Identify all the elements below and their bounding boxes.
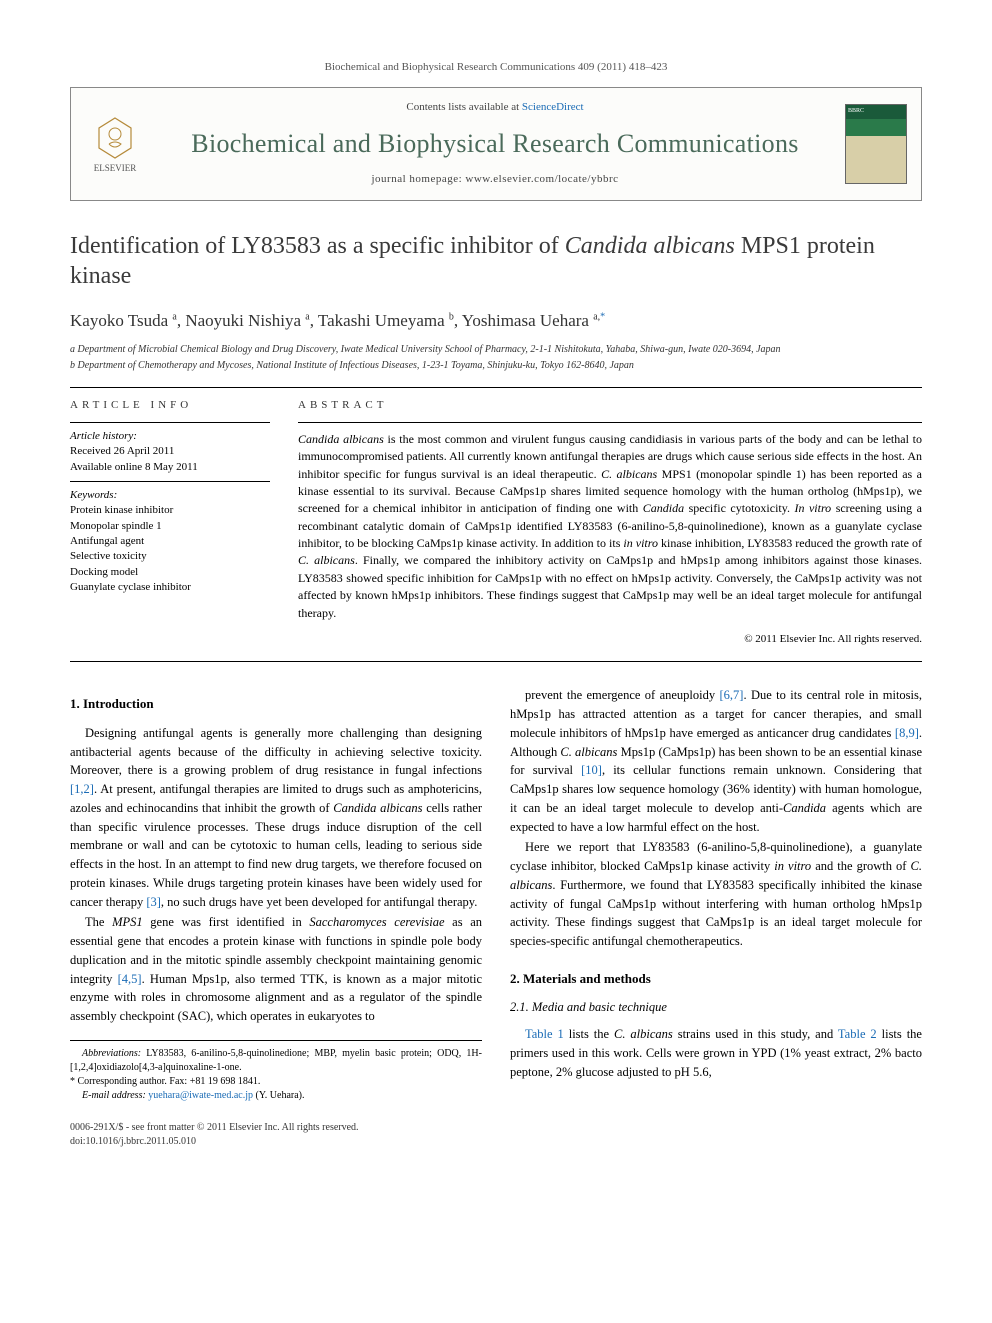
abstract-column: ABSTRACT Candida albicans is the most co… (298, 398, 922, 647)
article-info-heading: ARTICLE INFO (70, 398, 270, 413)
abstract-text: Candida albicans is the most common and … (298, 431, 922, 622)
methods-paragraph-1: Table 1 lists the C. albicans strains us… (510, 1025, 922, 1081)
page-footer: 0006-291X/$ - see front matter © 2011 El… (70, 1121, 922, 1149)
keyword-item: Docking model (70, 565, 270, 580)
email-suffix: (Y. Uehara). (253, 1090, 304, 1101)
journal-header: ELSEVIER Contents lists available at Sci… (70, 87, 922, 200)
history-label: Article history: (70, 429, 270, 444)
intro-paragraph-3: prevent the emergence of aneuploidy [6,7… (510, 686, 922, 836)
journal-cover-thumbnail: BBRC (845, 104, 907, 184)
keyword-item: Selective toxicity (70, 549, 270, 564)
keyword-item: Guanylate cyclase inhibitor (70, 580, 270, 595)
intro-paragraph-1: Designing antifungal agents is generally… (70, 724, 482, 912)
journal-homepage: journal homepage: www.elsevier.com/locat… (159, 172, 831, 187)
divider (70, 387, 922, 388)
article-info-column: ARTICLE INFO Article history: Received 2… (70, 398, 270, 647)
sciencedirect-link[interactable]: ScienceDirect (522, 101, 584, 113)
corresponding-author: * Corresponding author. Fax: +81 19 698 … (70, 1075, 482, 1089)
abbrev-label: Abbreviations: (82, 1048, 141, 1059)
doi-line: doi:10.1016/j.bbrc.2011.05.010 (70, 1135, 922, 1149)
contents-available: Contents lists available at ScienceDirec… (159, 100, 831, 115)
divider (70, 661, 922, 662)
online-date: Available online 8 May 2011 (70, 460, 270, 475)
methods-subheading: 2.1. Media and basic technique (510, 998, 922, 1017)
footnotes: Abbreviations: LY83583, 6-anilino-5,8-qu… (70, 1040, 482, 1103)
article-title: Identification of LY83583 as a specific … (70, 231, 922, 291)
keyword-item: Protein kinase inhibitor (70, 503, 270, 518)
methods-heading: 2. Materials and methods (510, 969, 922, 989)
received-date: Received 26 April 2011 (70, 444, 270, 459)
copyright-line: © 2011 Elsevier Inc. All rights reserved… (298, 632, 922, 647)
publisher-name: ELSEVIER (94, 162, 137, 175)
journal-title: Biochemical and Biophysical Research Com… (159, 126, 831, 162)
running-citation: Biochemical and Biophysical Research Com… (70, 60, 922, 75)
affiliation-b: b Department of Chemotherapy and Mycoses… (70, 358, 922, 373)
intro-paragraph-2: The MPS1 gene was first identified in Sa… (70, 913, 482, 1026)
author-list: Kayoko Tsuda a, Naoyuki Nishiya a, Takas… (70, 309, 922, 333)
keywords-label: Keywords: (70, 488, 270, 503)
keywords-list: Protein kinase inhibitorMonopolar spindl… (70, 503, 270, 595)
email-link[interactable]: yuehara@iwate-med.ac.jp (148, 1090, 253, 1101)
affiliation-a: a Department of Microbial Chemical Biolo… (70, 342, 922, 357)
affiliations: a Department of Microbial Chemical Biolo… (70, 342, 922, 373)
abstract-heading: ABSTRACT (298, 398, 922, 413)
intro-paragraph-4: Here we report that LY83583 (6-anilino-5… (510, 838, 922, 951)
keyword-item: Antifungal agent (70, 534, 270, 549)
front-matter-line: 0006-291X/$ - see front matter © 2011 El… (70, 1121, 922, 1135)
introduction-heading: 1. Introduction (70, 694, 482, 714)
keyword-item: Monopolar spindle 1 (70, 519, 270, 534)
email-label: E-mail address: (82, 1090, 148, 1101)
article-body: 1. Introduction Designing antifungal age… (70, 686, 922, 1103)
elsevier-logo: ELSEVIER (85, 109, 145, 179)
